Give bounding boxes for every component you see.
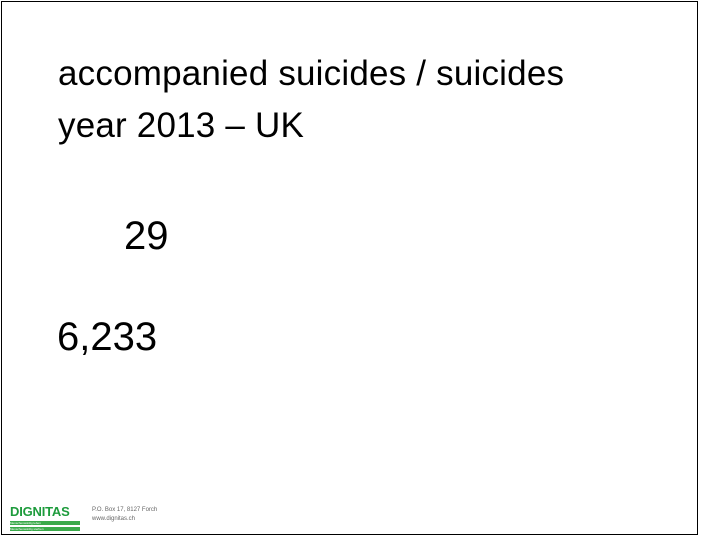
website-link: www.dignitas.ch (92, 516, 136, 522)
footer-address: P.O. Box 17, 8127 Forch www.dignitas.ch (92, 506, 157, 524)
slide-title: accompanied suicides / suicides year 201… (58, 48, 564, 152)
suicides-value: 6,233 (57, 315, 158, 359)
accompanied-suicides-value: 29 (124, 214, 169, 258)
logo-wordmark: DIGNITAS (10, 504, 70, 519)
logo-tagline-1: Menschenwürdig leben (10, 521, 80, 525)
title-line-1: accompanied suicides / suicides (58, 54, 565, 93)
logo-tagline-2: Menschenwürdig sterben (10, 527, 80, 531)
address-line: P.O. Box 17, 8127 Forch (92, 507, 158, 513)
dignitas-logo: DIGNITAS Menschenwürdig leben Menschenwü… (10, 504, 80, 532)
title-line-2: year 2013 – UK (58, 106, 305, 145)
